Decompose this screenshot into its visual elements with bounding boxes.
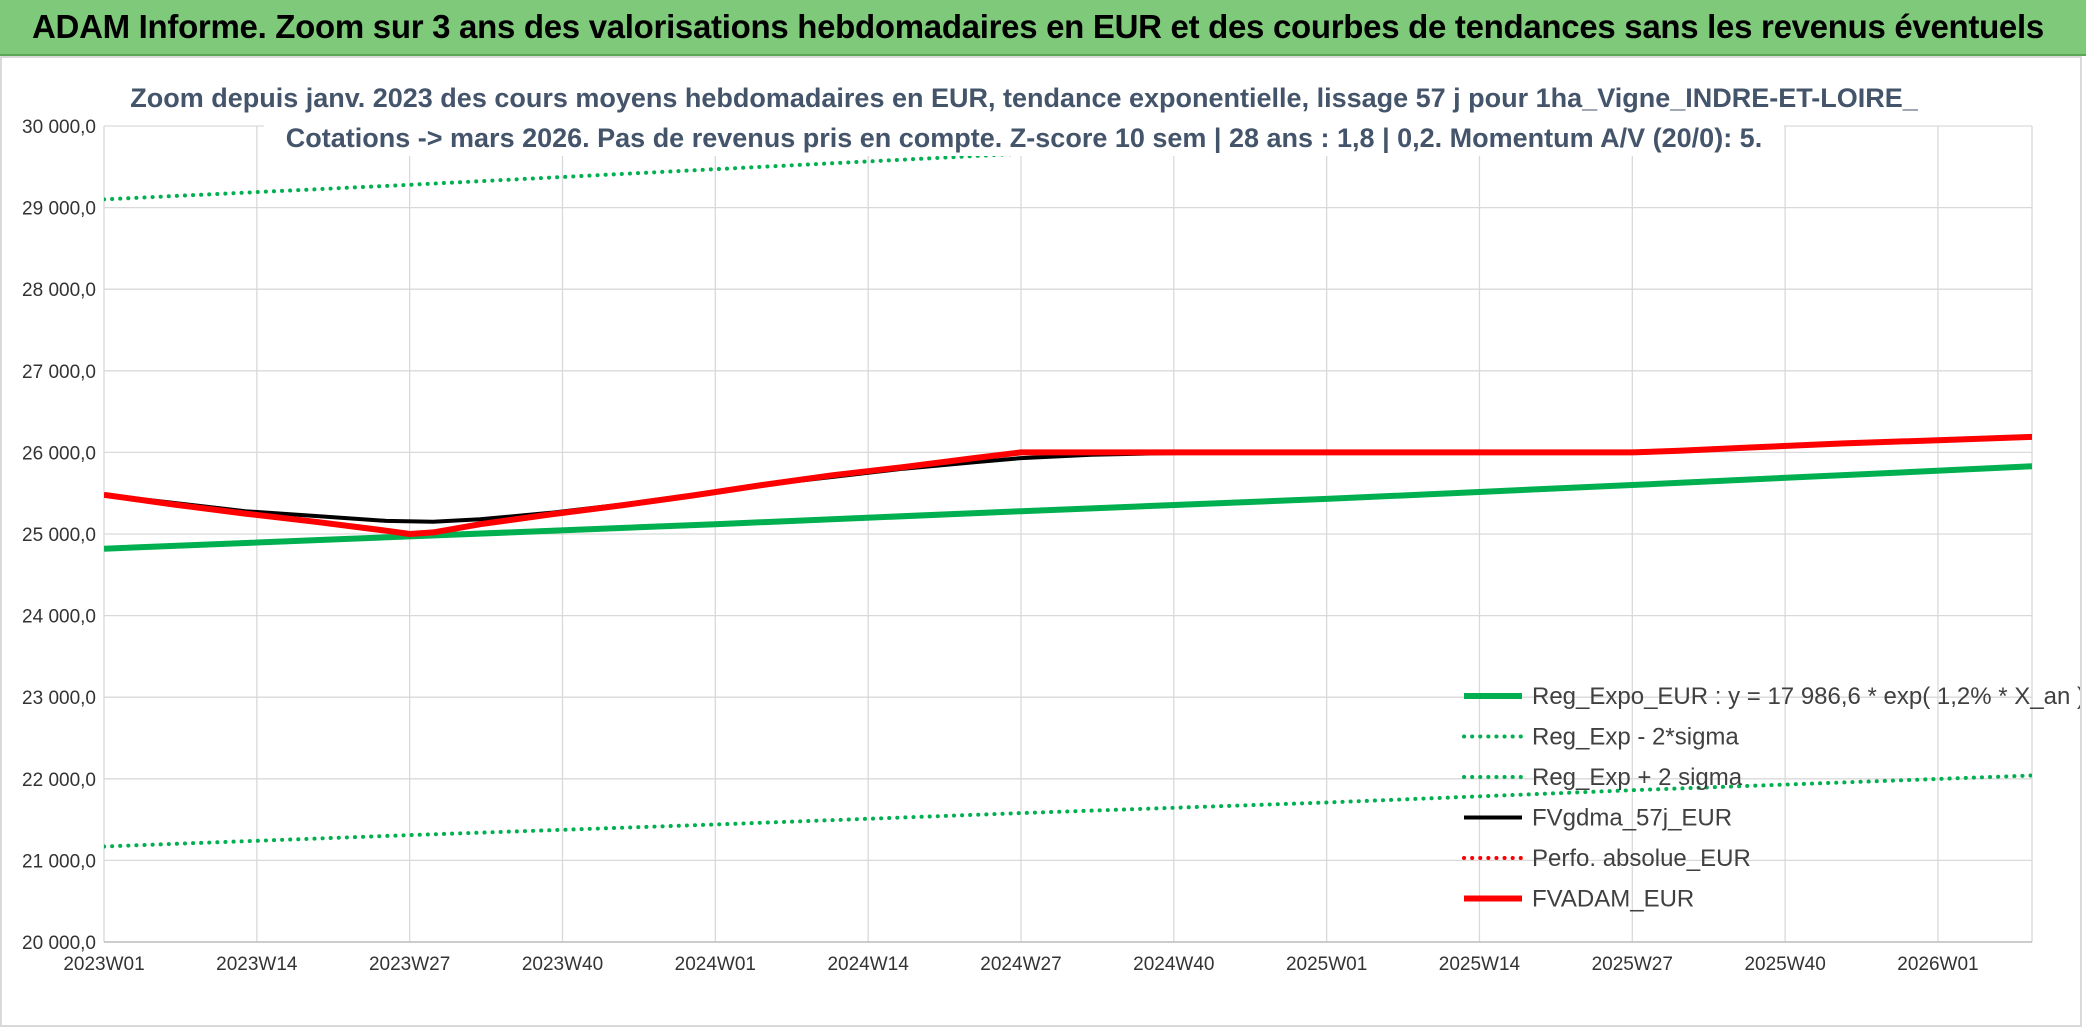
x-tick-label: 2025W01 [1286,954,1367,975]
y-axis-ticks: 20 000,0 21 000,0 22 000,0 23 000,0 24 000,0… [22,117,96,954]
y-tick-label: 26 000,0 [22,443,96,464]
y-tick-label: 20 000,0 [22,933,96,954]
x-tick-label: 2025W14 [1439,954,1521,975]
x-tick-label: 2024W14 [827,954,909,975]
series-line-2 [104,773,2032,849]
x-tick-label: 2026W01 [1897,954,1978,975]
chart-subtitle: Cotations -> mars 2026. Pas de revenus p… [286,123,1762,153]
y-tick-label: 21 000,0 [22,851,96,872]
series-line-1 [104,463,2032,552]
x-tick-label: 2024W27 [980,954,1061,975]
x-tick-label: 2023W27 [369,954,450,975]
legend-label-2[interactable]: Reg_Exp - 2*sigma [1532,724,1739,751]
report-banner: ADAM Informe. Zoom sur 3 ans des valoris… [0,0,2086,56]
chart-title: Zoom depuis janv. 2023 des cours moyens … [130,83,1919,113]
x-tick-label: 2023W14 [216,954,298,975]
legend-label-5[interactable]: Perfo. absolue_EUR [1532,845,1751,872]
chart-frame: 20 000,0 21 000,0 22 000,0 23 000,0 24 000,0… [0,56,2082,1027]
y-tick-label: 24 000,0 [22,607,96,628]
legend-label-1[interactable]: Reg_Expo_EUR : y = 17 986,6 * exp( 1,2% … [1532,683,2080,710]
series-line-6 [104,433,2032,537]
x-tick-label: 2024W40 [1133,954,1214,975]
x-tick-label: 2025W40 [1744,954,1825,975]
x-tick-label: 2025W27 [1592,954,1673,975]
series-lines [104,126,2032,849]
legend-label-3[interactable]: Reg_Exp + 2 sigma [1532,764,1743,791]
line-chart: 20 000,0 21 000,0 22 000,0 23 000,0 24 000,0… [22,74,2080,975]
x-tick-label: 2024W01 [675,954,756,975]
y-tick-label: 30 000,0 [22,117,96,138]
y-tick-label: 22 000,0 [22,770,96,791]
legend[interactable]: Reg_Expo_EUR : y = 17 986,6 * exp( 1,2% … [1462,683,2080,913]
y-tick-label: 29 000,0 [22,199,96,220]
y-tick-label: 28 000,0 [22,280,96,301]
y-tick-label: 25 000,0 [22,525,96,546]
legend-label-6[interactable]: FVADAM_EUR [1532,886,1694,913]
y-tick-label: 23 000,0 [22,688,96,709]
x-axis-ticks: 2023W01 2023W14 2023W27 2023W40 2024W01 2024W… [63,954,1978,975]
report-title: ADAM Informe. Zoom sur 3 ans des valoris… [32,8,2044,45]
x-tick-label: 2023W40 [522,954,603,975]
x-tick-label: 2023W01 [63,954,144,975]
y-tick-label: 27 000,0 [22,362,96,383]
chart-title-background [264,74,1784,156]
legend-label-4[interactable]: FVgdma_57j_EUR [1532,805,1732,832]
